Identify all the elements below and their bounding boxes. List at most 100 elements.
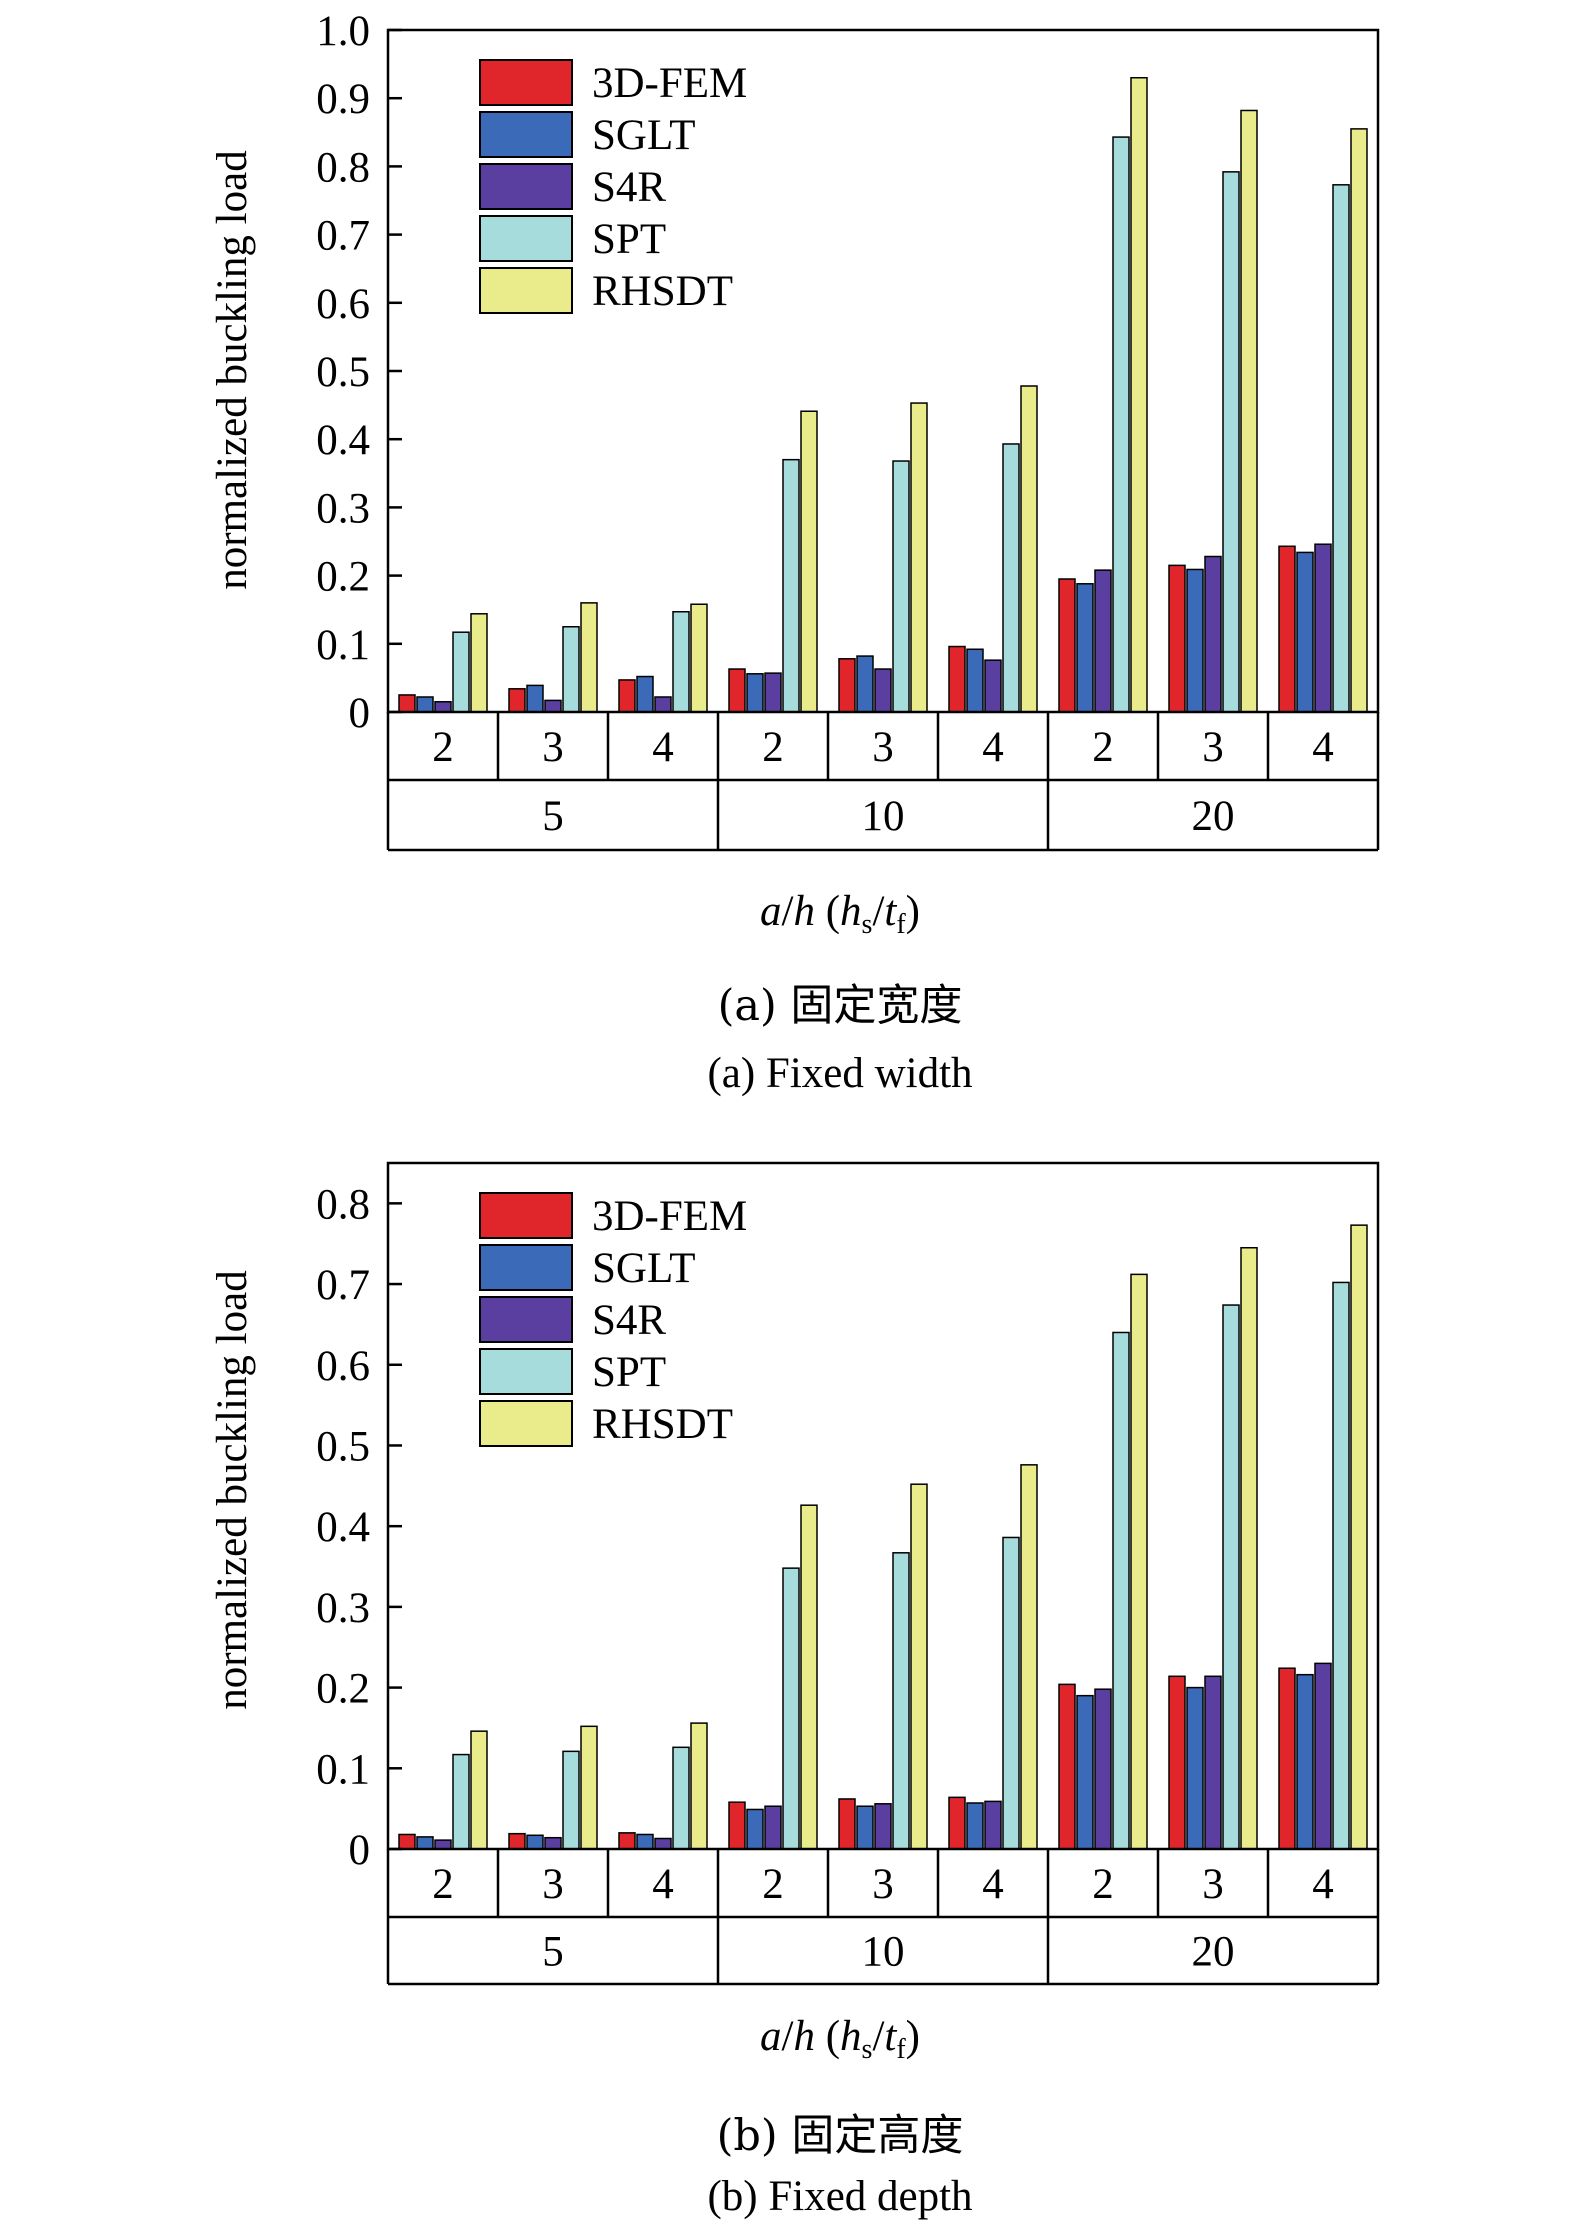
x-group-label: 20 [1192, 793, 1235, 840]
bar-s4r-8 [1314, 1662, 1332, 1850]
bar-sglt-6 [1076, 583, 1094, 713]
x-tick-label: 3 [872, 724, 894, 771]
bar-s4r-6 [1094, 1688, 1112, 1850]
bar-s4r-0 [434, 701, 452, 713]
y-tick-label: 0.3 [316, 485, 370, 532]
bar-s4r-6 [1094, 569, 1112, 713]
caption-cn: (a) 固定宽度 [718, 981, 963, 1031]
y-tick-label: 0 [349, 1827, 371, 1874]
legend-swatch-spt [479, 1348, 573, 1395]
bar-spt-4 [892, 460, 910, 713]
legend-swatch-s4r [479, 163, 573, 210]
legend-label-rhsdt: RHSDT [592, 268, 733, 315]
x-axis-label: a/h (hs/tf) [760, 2013, 920, 2065]
bar-3d-fem-8 [1278, 1667, 1296, 1850]
y-tick-label: 0.5 [316, 349, 370, 396]
bar-sglt-1 [526, 1834, 544, 1850]
bar-rhsdt-2 [690, 603, 708, 713]
legend-label-s4r: S4R [592, 1297, 666, 1344]
bar-sglt-7 [1186, 568, 1204, 713]
bar-s4r-7 [1204, 1675, 1222, 1850]
bar-spt-3 [782, 1567, 800, 1850]
x-group-label: 5 [542, 793, 564, 840]
bar-spt-5 [1002, 1536, 1020, 1850]
bar-3d-fem-1 [508, 1832, 526, 1850]
y-tick-label: 0.2 [316, 554, 370, 601]
bar-rhsdt-3 [800, 410, 818, 713]
legend-label-sglt: SGLT [592, 1245, 696, 1292]
bar-3d-fem-7 [1168, 1675, 1186, 1850]
y-tick-label: 0.6 [316, 1343, 370, 1390]
bar-spt-7 [1222, 1304, 1240, 1850]
bar-s4r-8 [1314, 543, 1332, 713]
bar-3d-fem-0 [398, 694, 416, 713]
y-tick-label: 1.0 [316, 8, 370, 55]
bar-spt-6 [1112, 1331, 1130, 1850]
x-tick-label: 2 [1092, 724, 1114, 771]
axis-frame [386, 1161, 1380, 1851]
x-group-label: 20 [1192, 1929, 1235, 1976]
x-tick-label: 3 [1202, 724, 1224, 771]
bar-rhsdt-6 [1130, 1273, 1148, 1850]
bar-3d-fem-1 [508, 688, 526, 713]
x-category-table: 2 3 4 2 3 4 2 3 4 5 10 20 [386, 1849, 1380, 1986]
bar-rhsdt-8 [1350, 128, 1368, 713]
legend-swatch-sglt [479, 1244, 573, 1291]
bar-spt-2 [672, 610, 690, 713]
x-tick-label: 2 [432, 1861, 454, 1908]
legend-label-spt: SPT [592, 216, 666, 263]
bar-3d-fem-4 [838, 1798, 856, 1850]
x-group-label: 10 [862, 793, 905, 840]
bar-spt-1 [562, 1750, 580, 1850]
x-tick-label: 4 [652, 1861, 674, 1908]
bar-s4r-3 [764, 672, 782, 713]
caption-en: (b) Fixed depth [707, 2173, 972, 2220]
x-tick-label: 4 [1312, 724, 1334, 771]
bar-s4r-2 [654, 1837, 672, 1850]
legend-swatch-3d-fem [479, 1192, 573, 1239]
y-tick-label: 0.8 [316, 144, 370, 191]
bar-sglt-2 [636, 675, 654, 713]
bar-rhsdt-5 [1020, 1464, 1038, 1850]
y-tick-label: 0.9 [316, 76, 370, 123]
bar-spt-1 [562, 626, 580, 713]
legend: 3D-FEM SGLT S4R SPT RHSDT [479, 1192, 747, 1448]
bar-s4r-1 [544, 699, 562, 713]
x-tick-label: 2 [432, 724, 454, 771]
legend-label-sglt: SGLT [592, 112, 696, 159]
bar-spt-8 [1332, 1281, 1350, 1850]
x-tick-label: 2 [762, 1861, 784, 1908]
bar-s4r-0 [434, 1839, 452, 1850]
y-tick-label: 0.7 [316, 1262, 370, 1309]
bar-sglt-0 [416, 696, 434, 713]
x-axis-label: a/h (hs/tf) [760, 888, 920, 940]
x-tick-label: 4 [652, 724, 674, 771]
bar-rhsdt-1 [580, 1725, 598, 1850]
y-tick-label: 0.5 [316, 1423, 370, 1470]
x-tick-label: 4 [982, 1861, 1004, 1908]
y-tick-label: 0.7 [316, 213, 370, 260]
bar-rhsdt-0 [470, 613, 488, 713]
legend-label-s4r: S4R [592, 164, 666, 211]
legend: 3D-FEM SGLT S4R SPT RHSDT [479, 59, 747, 315]
x-tick-label: 4 [982, 724, 1004, 771]
bar-rhsdt-6 [1130, 76, 1148, 713]
bar-rhsdt-7 [1240, 1246, 1258, 1850]
x-group-label: 5 [542, 1929, 564, 1976]
legend-swatch-sglt [479, 111, 573, 158]
bar-s4r-5 [984, 659, 1002, 713]
bar-s4r-5 [984, 1800, 1002, 1850]
y-axis-label: normalized buckling load [209, 1270, 256, 1709]
bar-s4r-4 [874, 1803, 892, 1850]
bar-spt-7 [1222, 171, 1240, 713]
bar-rhsdt-2 [690, 1722, 708, 1850]
bar-sglt-3 [746, 1808, 764, 1850]
y-axis-label: normalized buckling load [209, 150, 256, 589]
bar-rhsdt-7 [1240, 109, 1258, 713]
bar-3d-fem-6 [1058, 578, 1076, 713]
bar-rhsdt-0 [470, 1730, 488, 1850]
bar-spt-3 [782, 458, 800, 713]
legend-swatch-rhsdt [479, 1400, 573, 1447]
bar-sglt-6 [1076, 1694, 1094, 1850]
